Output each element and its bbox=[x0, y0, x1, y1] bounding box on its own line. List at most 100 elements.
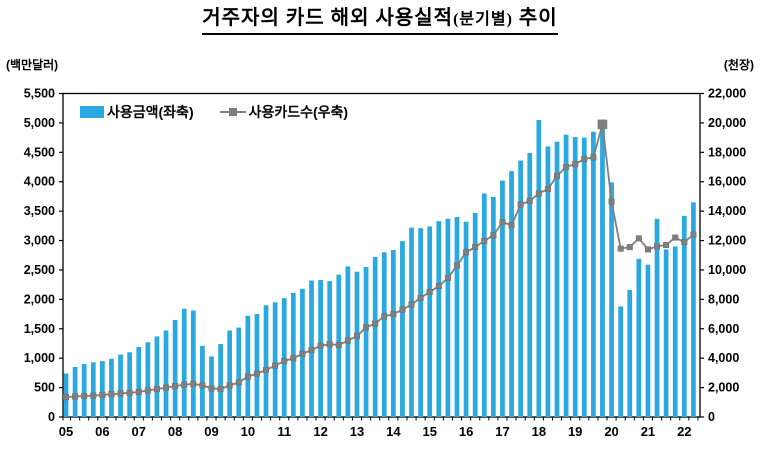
marker-2016-Q3 bbox=[481, 237, 488, 244]
marker-2015-Q2 bbox=[435, 283, 442, 290]
marker-2013-Q1 bbox=[353, 333, 360, 340]
right-axis-tick-label: 22,000 bbox=[708, 87, 746, 101]
marker-2007-Q4 bbox=[163, 384, 170, 391]
bar-2020-Q3 bbox=[627, 289, 633, 417]
bar-2006-Q4 bbox=[127, 352, 133, 417]
left-axis-tick-label: 2,000 bbox=[24, 292, 55, 306]
marker-2005-Q4 bbox=[90, 392, 97, 399]
left-axis-tick-label: 5,000 bbox=[24, 116, 55, 130]
right-axis-unit: (천장) bbox=[723, 58, 754, 72]
left-axis-tick-label: 1,500 bbox=[24, 322, 55, 336]
bar-2020-Q1 bbox=[609, 182, 614, 417]
bar-2014-Q2 bbox=[400, 241, 405, 417]
bar-2007-Q1 bbox=[136, 347, 142, 417]
left-axis-unit: (백만달러) bbox=[6, 58, 59, 72]
bar-2017-Q2 bbox=[509, 171, 514, 417]
bar-2019-Q4 bbox=[600, 125, 605, 417]
marker-2008-Q4 bbox=[199, 382, 206, 389]
bar-2015-Q3 bbox=[445, 218, 451, 417]
marker-2005-Q2 bbox=[72, 393, 79, 400]
marker-2016-Q2 bbox=[472, 244, 479, 251]
marker-2007-Q3 bbox=[153, 386, 160, 393]
marker-2016-Q4 bbox=[490, 232, 497, 239]
marker-2018-Q3 bbox=[554, 172, 561, 179]
marker-2019-Q1 bbox=[572, 161, 579, 168]
marker-2012-Q1 bbox=[317, 342, 324, 349]
bar-2017-Q4 bbox=[527, 152, 533, 417]
bar-2011-Q1 bbox=[281, 298, 287, 417]
cards-line-series bbox=[65, 124, 694, 399]
left-axis-tick-label: 3,500 bbox=[24, 204, 55, 218]
marker-2013-Q4 bbox=[381, 313, 388, 320]
x-axis-year-label: 11 bbox=[277, 424, 291, 439]
bar-2005-Q2 bbox=[72, 367, 78, 417]
bar-2016-Q2 bbox=[472, 212, 478, 417]
marker-2007-Q1 bbox=[135, 389, 142, 396]
marker-2012-Q3 bbox=[335, 341, 342, 348]
x-axis-year-label: 10 bbox=[241, 424, 255, 439]
marker-2015-Q4 bbox=[453, 262, 460, 269]
bar-2014-Q4 bbox=[418, 228, 423, 417]
bar-2015-Q1 bbox=[427, 226, 433, 417]
chart-title-tail: 추이 bbox=[512, 7, 558, 29]
marker-2009-Q4 bbox=[235, 379, 242, 386]
marker-2009-Q3 bbox=[226, 382, 233, 389]
bar-2021-Q1 bbox=[645, 264, 651, 417]
bar-2008-Q1 bbox=[172, 319, 178, 417]
bar-2015-Q4 bbox=[454, 217, 460, 417]
bar-2010-Q3 bbox=[263, 305, 269, 417]
marker-2005-Q1 bbox=[63, 394, 69, 401]
x-axis-year-label: 09 bbox=[204, 424, 218, 439]
x-axis-year-label: 05 bbox=[59, 424, 73, 439]
bar-2019-Q3 bbox=[591, 131, 596, 417]
legend-amount-label: 사용금액(좌축) bbox=[107, 104, 194, 120]
bar-2009-Q2 bbox=[218, 344, 223, 417]
bar-2021-Q3 bbox=[663, 249, 669, 417]
bar-2018-Q2 bbox=[545, 146, 551, 417]
marker-2011-Q3 bbox=[299, 350, 306, 357]
marker-2020-Q1 bbox=[608, 198, 615, 205]
marker-2022-Q1 bbox=[681, 239, 688, 246]
bar-2007-Q2 bbox=[145, 342, 151, 417]
marker-2014-Q1 bbox=[390, 311, 397, 318]
marker-2006-Q1 bbox=[99, 391, 106, 398]
bar-2011-Q2 bbox=[290, 292, 296, 417]
legend-item-amount: 사용금액(좌축) bbox=[80, 102, 194, 122]
marker-2010-Q1 bbox=[244, 373, 251, 380]
marker-2017-Q2 bbox=[508, 222, 515, 229]
left-axis-tick-label: 4,000 bbox=[24, 175, 55, 189]
bar-2021-Q4 bbox=[672, 246, 678, 417]
marker-2017-Q3 bbox=[517, 201, 524, 208]
x-axis-year-label: 06 bbox=[95, 424, 109, 439]
x-axis-year-label: 16 bbox=[459, 424, 473, 439]
marker-2006-Q2 bbox=[108, 391, 115, 398]
marker-2009-Q2 bbox=[217, 386, 224, 393]
right-axis-tick-label: 4,000 bbox=[708, 351, 739, 365]
bar-2018-Q1 bbox=[536, 119, 542, 417]
x-axis-year-label: 21 bbox=[641, 424, 655, 439]
x-axis-year-label: 18 bbox=[532, 424, 546, 439]
x-axis-year-label: 07 bbox=[132, 424, 146, 439]
bar-2020-Q4 bbox=[636, 258, 642, 417]
bar-2010-Q2 bbox=[254, 314, 260, 417]
marker-2010-Q4 bbox=[272, 362, 279, 369]
bar-2017-Q1 bbox=[500, 180, 505, 417]
bar-2010-Q1 bbox=[245, 315, 251, 417]
bar-2007-Q3 bbox=[154, 336, 160, 417]
marker-2008-Q3 bbox=[190, 380, 197, 387]
marker-2011-Q2 bbox=[290, 355, 297, 362]
right-axis-tick-label: 16,000 bbox=[708, 175, 746, 189]
bar-2008-Q4 bbox=[200, 345, 205, 417]
bar-2006-Q3 bbox=[118, 354, 123, 417]
left-axis-tick-label: 3,000 bbox=[24, 234, 55, 248]
marker-2013-Q2 bbox=[363, 324, 370, 331]
marker-2021-Q3 bbox=[663, 241, 670, 248]
bar-2005-Q3 bbox=[81, 364, 87, 417]
x-axis-year-label: 22 bbox=[677, 424, 691, 439]
marker-2018-Q1 bbox=[535, 190, 542, 197]
marker-2008-Q1 bbox=[172, 383, 179, 390]
right-axis-tick-label: 6,000 bbox=[708, 322, 739, 336]
bar-2009-Q3 bbox=[227, 330, 233, 417]
